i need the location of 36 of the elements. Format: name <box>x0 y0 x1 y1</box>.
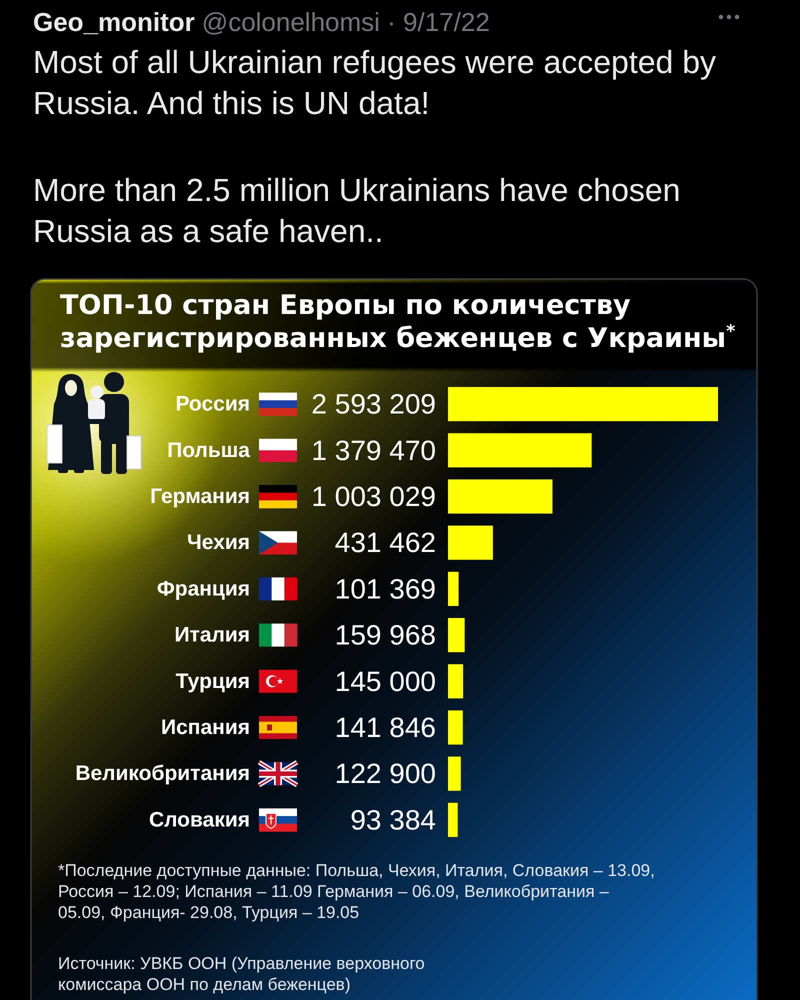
bar <box>448 572 459 606</box>
data-label: 2 593 209 <box>311 388 436 420</box>
y-tick-label: Германия <box>150 485 250 508</box>
data-label: 431 462 <box>334 527 436 558</box>
y-tick-label: Чехия <box>187 531 250 554</box>
text: *Последние доступные данные: Польша, Чехия, Италия, Словакия – 13.09, Россия – 12.09; Испания – 11.09 Германия – 06.09, Великобритания – 05.09, Франция- 29.08, Турция – 19.05 <box>58 861 655 922</box>
text: Geo_monitor @colonelhomsi · 9/17/22 <box>33 7 490 37</box>
bar <box>448 756 461 791</box>
y-tick-label: Италия <box>174 624 250 647</box>
bar <box>448 387 718 422</box>
data-label: 145 000 <box>334 666 436 697</box>
y-tick-label: Польша <box>167 438 250 462</box>
bar <box>448 479 552 514</box>
chart-title: ТОП-10 стран Европы по количеству зарегистрированных беженцев с Украины$^{*}$ <box>60 290 736 354</box>
bar <box>448 618 465 652</box>
bar <box>448 664 464 698</box>
data-label: 101 369 <box>334 573 436 604</box>
data-label: 93 384 <box>350 804 436 836</box>
bar <box>448 526 493 560</box>
bar <box>448 710 463 745</box>
text: Most of all Ukrainian refugees were accepted by Russia. And this is UN data! <box>33 44 716 121</box>
data-label: 141 846 <box>334 712 436 743</box>
bar <box>448 433 592 468</box>
data-label: 1 003 029 <box>311 481 436 512</box>
data-label: 159 968 <box>334 620 436 651</box>
y-tick-label: Турция <box>176 670 250 693</box>
bar <box>448 802 458 837</box>
y-tick-label: Франция <box>156 577 250 600</box>
y-tick-label: Россия <box>175 392 250 416</box>
data-label: 122 900 <box>334 758 436 790</box>
y-tick-label: Великобритания <box>75 762 250 786</box>
text: More than 2.5 million Ukrainians have chosen Russia as a safe haven.. <box>33 172 680 249</box>
y-tick-label: Испания <box>161 716 250 739</box>
y-tick-label: Словакия <box>148 808 250 832</box>
text: Источник: УВКБ ООН (Управление верховного комиссара ООН по делам беженцев) <box>58 954 425 994</box>
data-label: 1 379 470 <box>311 434 436 466</box>
